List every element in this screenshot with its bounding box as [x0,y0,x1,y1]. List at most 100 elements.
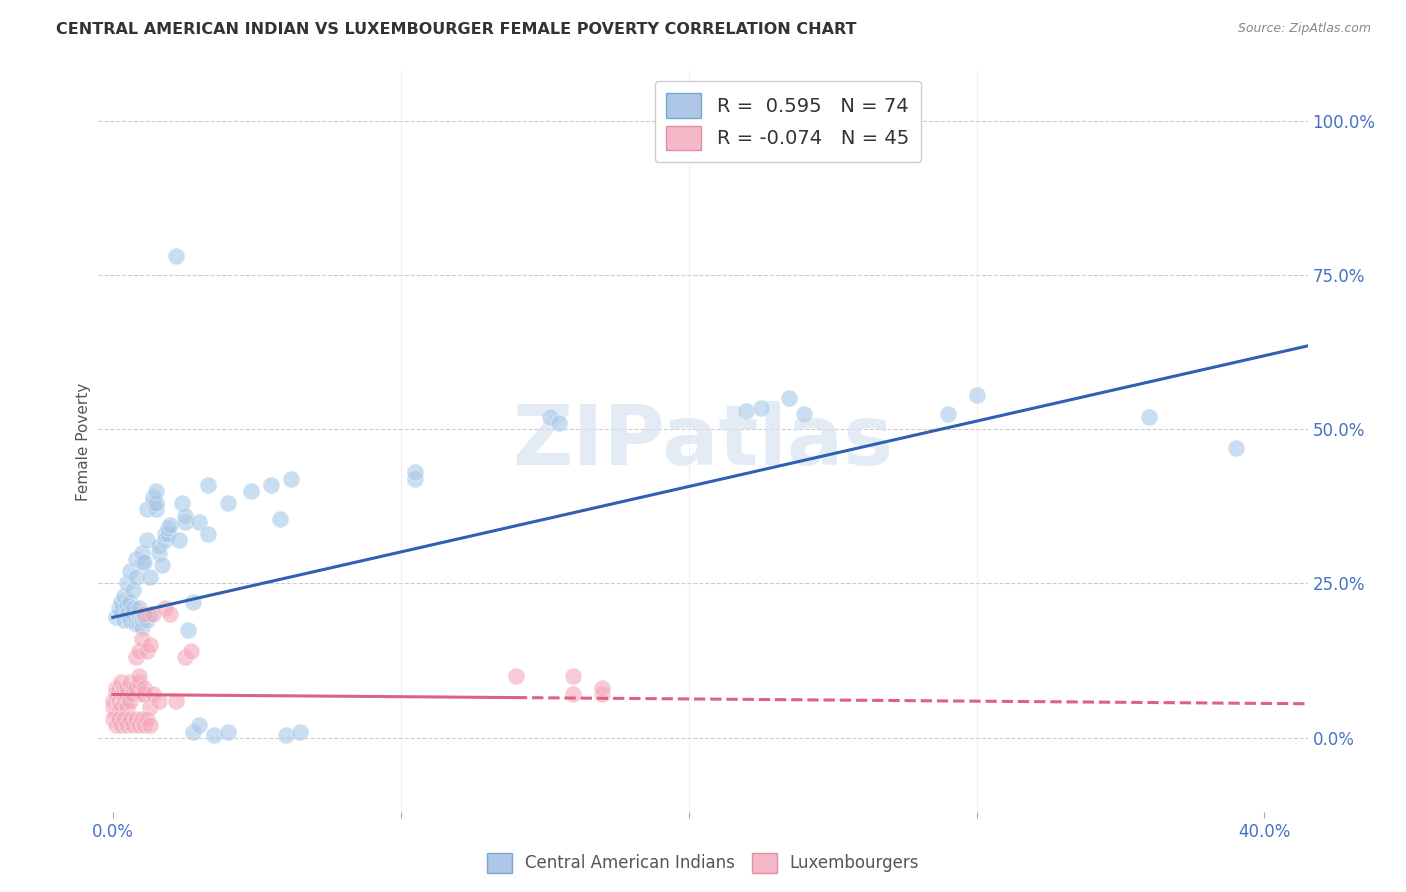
Point [107,694,129,708]
Point [112,712,135,726]
Point [165,250,187,264]
Point [159,607,181,622]
Point [125,570,148,584]
Point [139,570,162,584]
Point [288,724,311,739]
Point [134,718,156,732]
Point [148,540,170,554]
Point [104,610,127,624]
Point [173,508,195,523]
Point [167,533,190,548]
Point [125,681,148,696]
Legend: R =  0.595   N = 74, R = -0.074   N = 45: R = 0.595 N = 74, R = -0.074 N = 45 [655,81,921,162]
Point [591,681,613,696]
Point [131,555,153,569]
Point [148,694,170,708]
Point [112,681,135,696]
Point [217,496,239,510]
Text: CENTRAL AMERICAN INDIAN VS LUXEMBOURGER FEMALE POVERTY CORRELATION CHART: CENTRAL AMERICAN INDIAN VS LUXEMBOURGER … [56,22,856,37]
Point [110,688,132,702]
Point [139,718,162,732]
Point [112,688,135,702]
Point [217,724,239,739]
Point [260,477,283,491]
Point [142,496,165,510]
Point [136,502,159,516]
Point [110,675,132,690]
Point [125,551,148,566]
Point [115,607,138,622]
Point [115,688,138,702]
Point [115,576,138,591]
Point [110,595,132,609]
Point [131,620,153,634]
Point [188,718,211,732]
Point [269,511,291,525]
Point [735,403,758,417]
Point [202,728,225,742]
Point [104,681,127,696]
Point [134,607,156,622]
Point [128,601,150,615]
Point [197,527,219,541]
Point [122,718,145,732]
Point [128,718,150,732]
Point [548,416,571,430]
Point [562,688,585,702]
Point [136,712,159,726]
Point [131,614,153,628]
Point [1225,441,1247,455]
Point [131,688,153,702]
Point [107,699,129,714]
Point [240,483,263,498]
Point [678,145,700,159]
Point [153,601,176,615]
Point [156,521,179,535]
Point [120,694,142,708]
Point [128,607,150,622]
Text: Source: ZipAtlas.com: Source: ZipAtlas.com [1237,22,1371,36]
Text: ZIPatlas: ZIPatlas [513,401,893,482]
Point [134,688,156,702]
Point [538,409,561,424]
Point [122,607,145,622]
Point [591,688,613,702]
Point [142,490,165,504]
Point [183,724,205,739]
Point [122,601,145,615]
Point [107,601,129,615]
Point [110,699,132,714]
Point [142,607,165,622]
Point [145,502,167,516]
Point [125,650,148,665]
Point [183,595,205,609]
Point [150,558,173,572]
Point [104,688,127,702]
Point [134,681,156,696]
Point [115,718,138,732]
Point [128,644,150,658]
Point [562,669,585,683]
Point [122,681,145,696]
Point [122,582,145,597]
Point [134,555,156,569]
Point [274,728,297,742]
Point [153,527,176,541]
Point [180,644,202,658]
Point [170,496,193,510]
Point [936,407,959,421]
Point [139,607,162,622]
Point [505,669,527,683]
Point [125,616,148,631]
Point [404,466,426,480]
Point [1137,409,1160,424]
Point [139,638,162,652]
Point [128,669,150,683]
Point [159,517,181,532]
Point [131,712,153,726]
Point [112,589,135,603]
Y-axis label: Female Poverty: Female Poverty [76,383,91,500]
Point [112,614,135,628]
Point [153,533,176,548]
Point [165,694,187,708]
